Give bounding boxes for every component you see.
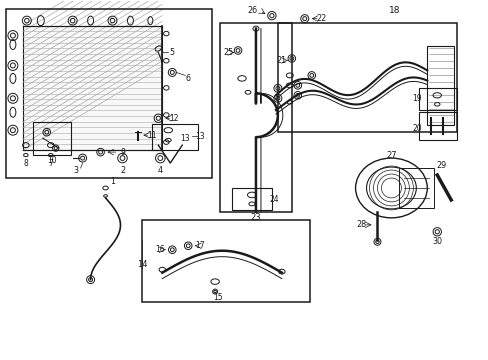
Text: 4: 4 xyxy=(158,166,163,175)
Bar xyxy=(142,220,309,302)
Bar xyxy=(6,9,212,178)
Text: 23: 23 xyxy=(250,213,261,222)
Text: 17: 17 xyxy=(195,241,204,250)
Text: 5: 5 xyxy=(169,48,175,57)
Text: 12: 12 xyxy=(169,114,179,123)
Bar xyxy=(33,122,71,155)
Text: 1: 1 xyxy=(110,177,115,186)
Text: 27: 27 xyxy=(386,150,396,159)
Text: 11: 11 xyxy=(147,131,157,140)
Text: 14: 14 xyxy=(137,260,147,269)
Bar xyxy=(277,23,456,132)
Bar xyxy=(419,112,456,140)
Text: 21: 21 xyxy=(276,56,286,65)
Bar xyxy=(232,188,271,210)
Text: 3: 3 xyxy=(73,166,78,175)
Text: 24: 24 xyxy=(268,195,278,204)
Bar xyxy=(23,26,162,150)
Text: 19: 19 xyxy=(412,94,421,103)
Text: 13: 13 xyxy=(180,134,190,143)
Text: 22: 22 xyxy=(316,14,326,23)
Text: 9: 9 xyxy=(120,148,124,157)
Text: 2: 2 xyxy=(120,166,125,175)
Text: 30: 30 xyxy=(431,237,441,246)
Bar xyxy=(419,88,456,110)
Text: 25: 25 xyxy=(223,48,233,57)
Bar xyxy=(152,124,198,150)
Text: 28: 28 xyxy=(356,220,366,229)
Bar xyxy=(399,168,433,208)
Text: 26: 26 xyxy=(246,6,257,15)
Text: 16: 16 xyxy=(155,245,165,254)
Text: 20: 20 xyxy=(412,124,421,133)
Text: 15: 15 xyxy=(213,293,223,302)
Text: 13: 13 xyxy=(195,132,204,141)
Text: 8: 8 xyxy=(23,158,28,167)
Text: 6: 6 xyxy=(185,74,190,83)
Bar xyxy=(427,45,453,125)
Text: 7: 7 xyxy=(48,158,53,167)
Text: 18: 18 xyxy=(388,6,399,15)
Text: 29: 29 xyxy=(435,161,446,170)
Text: 10: 10 xyxy=(47,156,57,165)
Bar xyxy=(220,23,291,212)
